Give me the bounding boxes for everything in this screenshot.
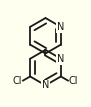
Text: N: N — [42, 80, 49, 90]
Text: N: N — [57, 54, 65, 64]
Text: Cl: Cl — [13, 76, 22, 86]
Text: N: N — [57, 22, 65, 32]
Text: Cl: Cl — [69, 76, 78, 86]
